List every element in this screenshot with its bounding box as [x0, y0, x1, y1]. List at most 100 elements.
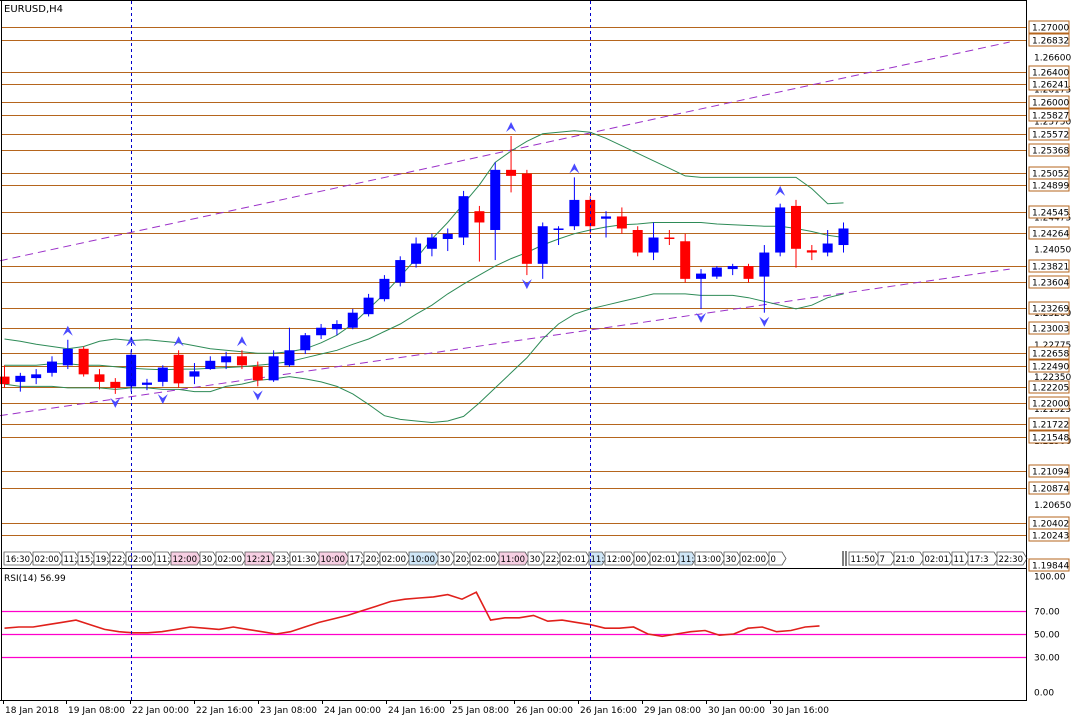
event-marker [437, 551, 456, 566]
bull-candle [553, 228, 564, 230]
event-marker-label: 11: [591, 555, 605, 565]
price-level-box [1028, 226, 1070, 240]
event-marker-label: 10:00 [321, 555, 346, 565]
rsi-panel[interactable]: 100.00 70.00 50.00 30.00 0.00 [2, 573, 1066, 699]
bear-candle [632, 229, 643, 253]
price-level-box [1028, 33, 1070, 47]
price-tick-label: 1.25750 [1034, 117, 1071, 127]
price-tick-label: 1.22775 [1034, 341, 1071, 351]
price-level-label: 1.23269 [1032, 305, 1069, 315]
event-marker-label: 7 [880, 555, 885, 565]
event-marker-label: 0 [771, 555, 776, 565]
event-marker [967, 551, 999, 566]
bear-candle [743, 266, 754, 279]
price-level-box [1028, 20, 1070, 34]
bull-candle [141, 382, 152, 385]
event-marker [154, 551, 173, 566]
event-marker [739, 551, 771, 566]
fractal-down-arrow [157, 394, 168, 405]
event-marker-label: 22:30 [999, 555, 1024, 565]
bull-candle [189, 371, 200, 377]
chart-frame [0, 0, 1027, 701]
bear-candle [252, 366, 263, 381]
price-level-label: 1.23821 [1032, 263, 1069, 273]
price-level-box [1028, 417, 1070, 431]
event-marker [199, 551, 218, 566]
event-marker [723, 551, 742, 566]
bull-candle [46, 361, 57, 373]
time-tick-label: 30 Jan 00:00 [708, 706, 765, 716]
event-marker-label: 12:00 [173, 555, 198, 565]
price-level-label: 1.24545 [1032, 209, 1069, 219]
bull-candle [426, 237, 437, 249]
bull-candle [696, 273, 707, 279]
fractal-up-arrow [126, 336, 137, 347]
event-marker [469, 551, 501, 566]
bull-candle [601, 216, 612, 219]
event-marker [77, 551, 96, 566]
bollinger-lower-line [4, 293, 844, 424]
event-marker-label: 17:3 [970, 555, 989, 565]
event-marker-label: 02:00 [218, 555, 243, 565]
bollinger-middle-line [4, 222, 844, 371]
event-marker-label: 20: [366, 555, 380, 565]
price-level-box [1028, 205, 1070, 219]
price-level-box [1028, 528, 1070, 542]
event-marker [877, 551, 896, 566]
bear-candle [791, 205, 801, 249]
event-marker-label: 15: [80, 555, 94, 565]
bear-candle [78, 348, 89, 375]
lower-trendline [0, 268, 1010, 417]
bear-candle [806, 250, 817, 253]
event-marker-label: 02:00 [742, 555, 767, 565]
event-marker-label: 10:00 [411, 555, 436, 565]
price-level-label: 1.26832 [1032, 37, 1069, 47]
event-marker-label: 11 [954, 555, 965, 565]
time-tick-label: 22 Jan 00:00 [132, 706, 189, 716]
event-marker [649, 551, 681, 566]
bull-candle [442, 233, 453, 240]
price-tick-label: 1.26175 [1034, 86, 1071, 96]
price-tick-label: 1.20650 [1034, 501, 1071, 511]
fractal-up-arrow [236, 336, 247, 347]
bull-candle [268, 356, 279, 381]
price-level-label: 1.22658 [1032, 350, 1069, 360]
price-level-label: 1.27000 [1032, 24, 1069, 34]
rsi-tick-label: 0.00 [1034, 689, 1054, 699]
price-tick-label: 1.22350 [1034, 373, 1071, 383]
price-level-label: 1.21548 [1032, 434, 1069, 444]
event-marker-label: 21:0 [896, 555, 915, 565]
event-marker [588, 551, 607, 566]
event-marker [768, 551, 787, 566]
event-marker-label: 02:00 [382, 555, 407, 565]
price-level-label: 1.23003 [1032, 325, 1069, 335]
event-marker [93, 551, 112, 566]
event-marker-label: 11: [64, 555, 78, 565]
time-tick-label: 18 Jan 2018 [5, 706, 59, 716]
bollinger-upper-line [4, 130, 844, 354]
time-tick-label: 29 Jan 08:00 [644, 706, 701, 716]
event-marker-label: 30 [440, 555, 451, 565]
price-level-label: 1.21094 [1032, 468, 1069, 478]
event-marker-label: 23: [276, 555, 290, 565]
event-marker [347, 551, 366, 566]
event-marker-label: 13:00 [697, 555, 722, 565]
event-marker-label: 02:01 [652, 555, 677, 565]
bull-candle [316, 327, 327, 336]
bear-candle [616, 216, 627, 229]
event-marker [32, 551, 64, 566]
bull-candle [284, 350, 295, 366]
event-marker [678, 551, 697, 566]
rsi-tick-label: 30.00 [1034, 654, 1060, 664]
event-marker-label: 12:21 [247, 555, 272, 565]
bull-candle [759, 252, 770, 277]
bull-candle [411, 243, 422, 264]
price-level-box [1028, 95, 1070, 109]
event-marker-label: 11:50 [851, 555, 876, 565]
event-marker-label: 11:00 [501, 555, 526, 565]
price-panel[interactable]: 1.266001.261751.257501.244751.240501.232… [0, 20, 1071, 572]
price-level-label: 1.19844 [1032, 562, 1069, 572]
event-marker [408, 551, 440, 566]
rsi-title: RSI(14) 56.99 [4, 574, 66, 584]
price-tick-label: 1.26600 [1034, 54, 1071, 64]
